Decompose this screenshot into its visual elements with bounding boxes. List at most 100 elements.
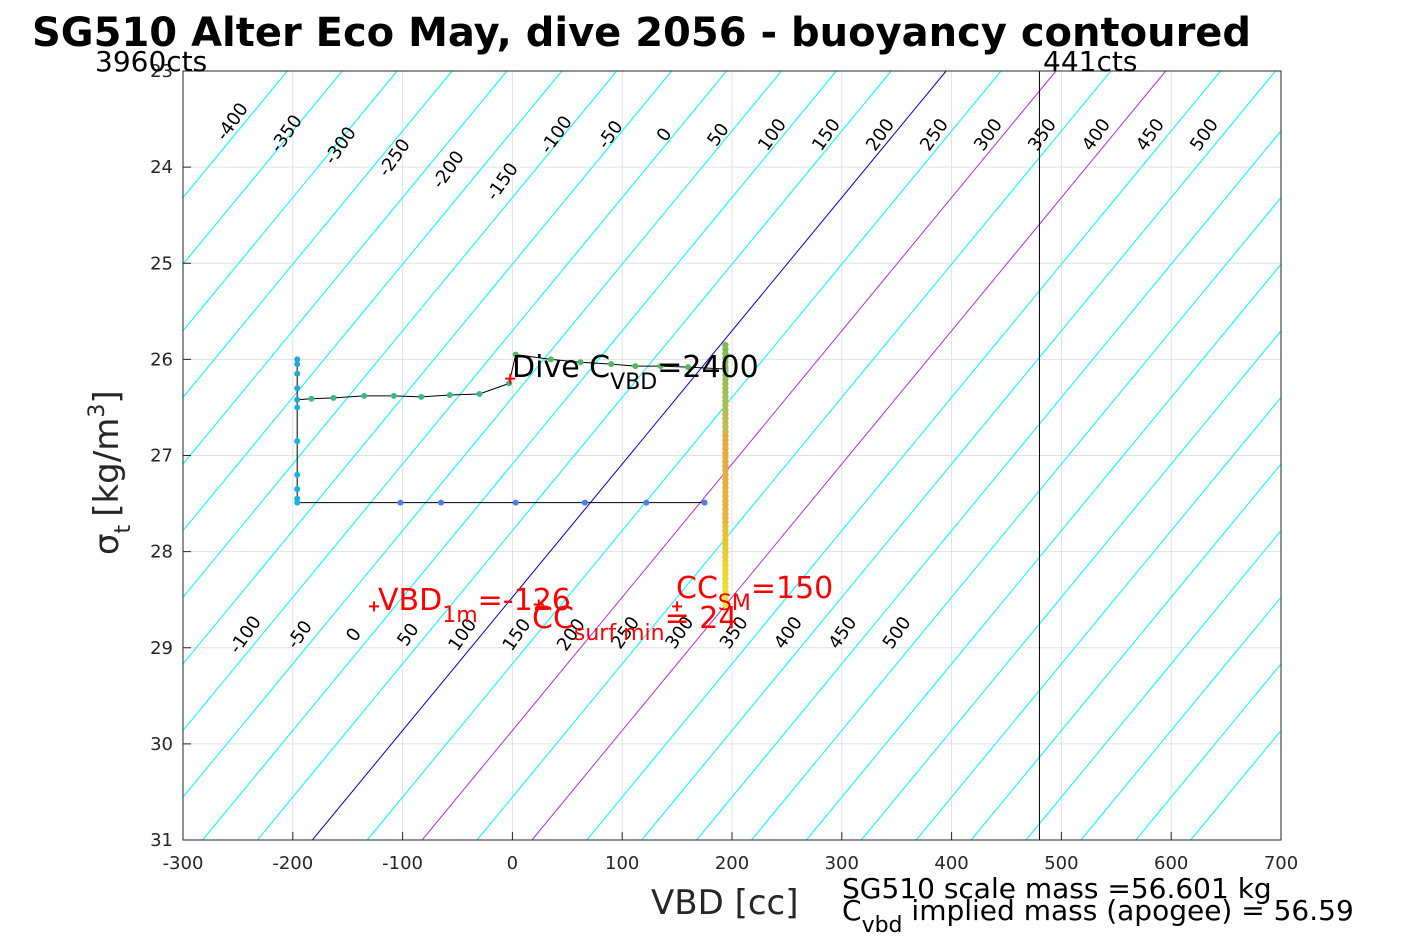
y-tick-label: 23 (150, 61, 173, 82)
implied-mass-sub: vbd (862, 913, 903, 938)
x-ticks: -300 -200 -100 0 100 200 300 400 500 600 700 (163, 832, 1298, 874)
y-label-symbol: σ (87, 533, 127, 555)
contour-line (183, 71, 672, 665)
apogee-track-line (296, 407, 705, 504)
cc-surf-annotation: CCsurf min= 24 (532, 601, 737, 646)
x-tick-label: 400 (934, 853, 968, 874)
apogee-point (294, 438, 301, 445)
y-ticks: 23 24 25 26 27 28 29 30 31 (150, 61, 191, 851)
apogee-point (294, 404, 301, 411)
contour-line (183, 71, 453, 399)
contour-line (183, 71, 727, 732)
contour-line (860, 330, 1281, 840)
dive-point (361, 392, 368, 399)
cc-surf-tail: = 24 (665, 601, 738, 636)
cc-sm-tail: =150 (751, 571, 833, 606)
cc-sm-main: CC (676, 571, 718, 606)
dive-point (294, 396, 301, 403)
contour-line (1080, 596, 1281, 840)
y-tick-label: 28 (150, 542, 173, 563)
apogee-point (438, 499, 445, 506)
climb-point (722, 601, 729, 608)
apogee-point (294, 499, 301, 506)
apogee-point (512, 499, 519, 506)
cc-surf-main: CC (532, 601, 574, 636)
implied-mass-tail: implied mass (apogee) = 56.59 (903, 894, 1354, 927)
dive-point (476, 390, 483, 397)
dive-point (294, 370, 301, 377)
contour-line (183, 71, 343, 265)
chart-title: SG510 Alter Eco May, dive 2056 - buoyanc… (32, 10, 1251, 56)
apogee-point (581, 499, 588, 506)
dive-point (294, 385, 301, 392)
x-axis-label: VBD [cc] (651, 883, 799, 923)
dive-point (446, 391, 453, 398)
contour-line (202, 71, 837, 840)
x-tick-label: -300 (163, 853, 204, 874)
dive-point (308, 395, 315, 402)
contour-line (1025, 529, 1281, 840)
apogee-point (643, 499, 650, 506)
contour-line (421, 71, 1057, 840)
cc-sm-sub: SM (718, 591, 751, 616)
dive-point (330, 394, 337, 401)
contour-line (257, 71, 892, 840)
dive-data (294, 341, 729, 608)
dive-point (577, 359, 584, 366)
buoyancy-contours (183, 71, 1281, 840)
dive-point (294, 356, 301, 363)
x-tick-label: 600 (1154, 853, 1188, 874)
dive-point (390, 392, 397, 399)
dive-point (608, 361, 615, 368)
contour-line (586, 71, 1221, 840)
contour-line (696, 130, 1281, 840)
dive-point (294, 361, 301, 368)
x-tick-label: 500 (1044, 853, 1078, 874)
x-tick-label: 100 (605, 853, 639, 874)
x-tick-label: 0 (507, 853, 518, 874)
implied-mass-main: C (842, 894, 862, 927)
contour-line (970, 463, 1281, 840)
apogee-point (294, 471, 301, 478)
x-tick-label: -200 (272, 853, 313, 874)
y-tick-label: 26 (150, 349, 173, 370)
cc-surf-sub: surf min (574, 621, 665, 646)
y-tick-label: 30 (150, 734, 173, 755)
contour-line (806, 263, 1281, 840)
dive-point (685, 364, 692, 371)
contour-line (751, 196, 1281, 840)
y-axis-label: σt [kg/m3] (85, 390, 136, 555)
apogee-point (701, 499, 708, 506)
y-label-unit: [kg/m (87, 418, 127, 517)
implied-mass-text: Cvbd implied mass (apogee) = 56.59 (842, 894, 1354, 938)
dive-cvbd-tail: =2400 (657, 350, 758, 385)
x-tick-label: -100 (382, 853, 423, 874)
dive-point (547, 356, 554, 363)
contour-line (183, 71, 398, 332)
contour-line (183, 71, 782, 798)
right-counts-label: 441cts (1043, 45, 1137, 78)
y-tick-label: 25 (150, 253, 173, 274)
x-tick-label: 700 (1264, 853, 1298, 874)
y-label-sup: 3 (85, 404, 110, 418)
dive-cvbd-annotation: Dive CVBD=2400 (512, 350, 759, 395)
vbd-1m-main: VBD (378, 583, 442, 618)
dive-cvbd-main: Dive C (512, 350, 610, 385)
apogee-point (294, 486, 301, 493)
dive-point (512, 351, 519, 358)
contour-line (1135, 663, 1281, 840)
x-tick-label: 300 (825, 853, 859, 874)
contour-line (476, 71, 1112, 840)
contour-line (641, 71, 1276, 840)
dive-cvbd-sub: VBD (610, 370, 657, 395)
left-counts-label: 3960cts (95, 45, 207, 78)
contour-line (183, 71, 563, 532)
contour-line (531, 71, 1167, 840)
vbd-1m-annotation: VBD1m=-126 (378, 583, 571, 628)
y-label-sub: t (111, 524, 136, 533)
contour-line (366, 71, 1002, 840)
annotation-markers (369, 373, 683, 612)
cc-sm-annotation: CCSM=150 (676, 571, 833, 616)
dive-point (418, 393, 425, 400)
